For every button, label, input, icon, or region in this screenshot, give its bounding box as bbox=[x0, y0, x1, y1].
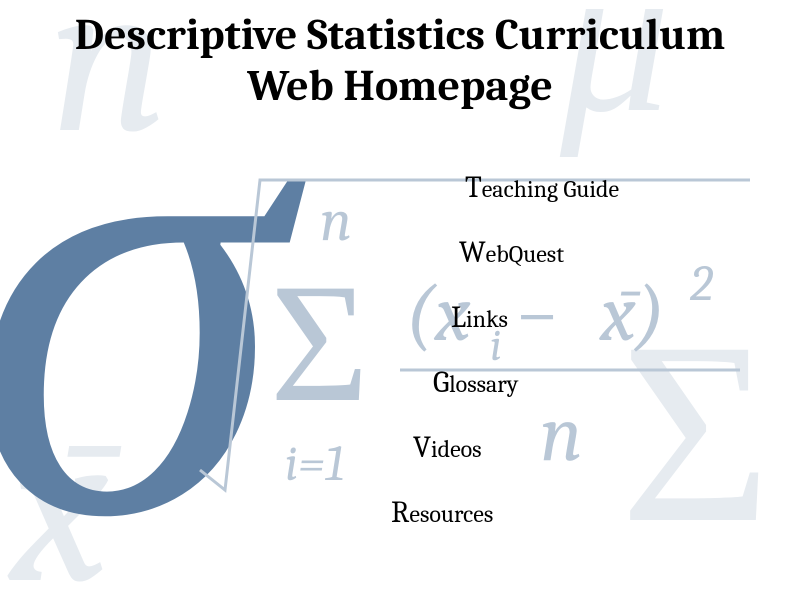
nav-cap: R bbox=[391, 495, 409, 530]
nav-rest: eaching Guide bbox=[482, 175, 619, 203]
nav-cap: G bbox=[433, 365, 449, 400]
nav-cap: T bbox=[465, 170, 482, 205]
nav-cap: L bbox=[451, 300, 466, 335]
nav-glossary[interactable]: Glossary bbox=[433, 365, 619, 400]
title-line-2: Web Homepage bbox=[247, 60, 553, 111]
nav-teaching-guide[interactable]: Teaching Guide bbox=[465, 170, 619, 205]
nav-resources[interactable]: Resources bbox=[391, 495, 619, 530]
nav-rest: inks bbox=[466, 305, 508, 333]
page-title: Descriptive Statistics Curriculum Web Ho… bbox=[0, 10, 800, 111]
svg-text:Σ: Σ bbox=[620, 286, 771, 585]
svg-text:i=1: i=1 bbox=[285, 435, 344, 493]
nav-rest: esources bbox=[409, 500, 493, 528]
svg-text:n: n bbox=[320, 186, 352, 255]
nav-rest: ebQuest bbox=[486, 240, 564, 268]
svg-text:x̄: x̄ bbox=[7, 382, 122, 600]
nav-videos[interactable]: Videos bbox=[413, 430, 619, 465]
svg-text:Σ: Σ bbox=[270, 247, 369, 443]
nav-cap: V bbox=[413, 430, 431, 465]
main-nav: Teaching Guide WebQuest Links Glossary V… bbox=[465, 170, 619, 530]
nav-rest: lossary bbox=[449, 370, 518, 398]
nav-cap: W bbox=[459, 235, 486, 270]
title-line-1: Descriptive Statistics Curriculum bbox=[75, 9, 725, 60]
nav-webquest[interactable]: WebQuest bbox=[459, 235, 619, 270]
svg-text:2: 2 bbox=[689, 255, 713, 313]
nav-links[interactable]: Links bbox=[451, 300, 619, 335]
nav-rest: ideos bbox=[431, 435, 482, 463]
